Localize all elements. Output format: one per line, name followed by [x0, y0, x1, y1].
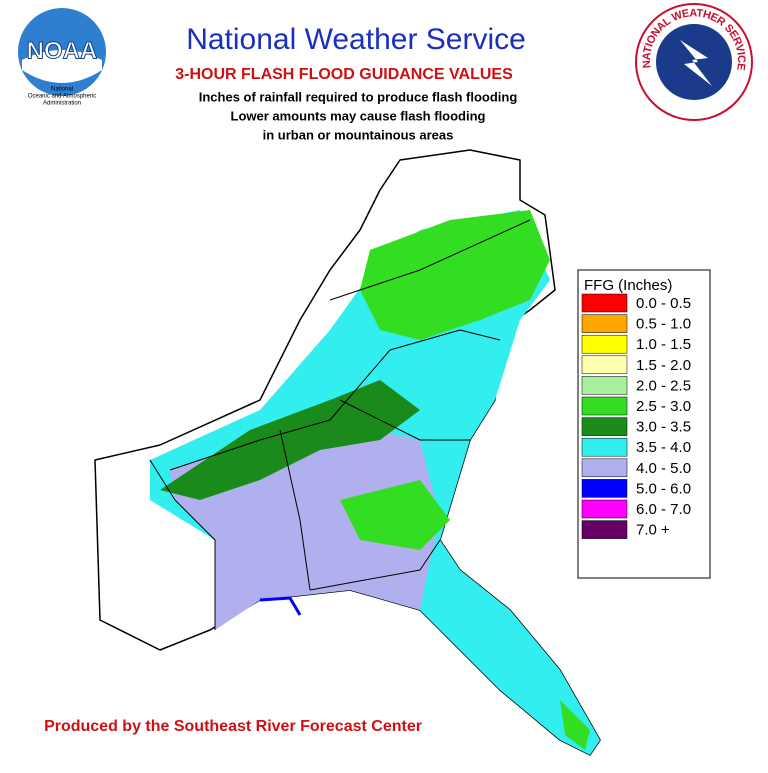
- legend-swatch: [581, 376, 628, 395]
- legend-swatch: [581, 396, 628, 416]
- state-border: [149, 459, 216, 630]
- legend-label: 3.0 - 3.5: [636, 419, 691, 436]
- ffg-area: [259, 596, 302, 616]
- map: [94, 149, 601, 756]
- noaa-name: Administration: [43, 101, 81, 107]
- legend-title: FFG (Inches): [584, 277, 672, 294]
- legend-swatch: [581, 499, 628, 519]
- title: National Weather Service: [186, 23, 526, 56]
- legend-swatch: [581, 293, 628, 313]
- state-border: [339, 399, 470, 441]
- note: in urban or mountainous areas: [263, 127, 454, 142]
- legend-label: 5.0 - 6.0: [636, 480, 691, 497]
- note: Inches of rainfall required to produce f…: [199, 89, 518, 104]
- noaa-name: National: [51, 87, 73, 93]
- legend-swatch: [581, 437, 628, 457]
- legend-swatch: [581, 520, 628, 539]
- ffg-area: [340, 480, 450, 550]
- legend-label: 0.0 - 0.5: [636, 295, 691, 312]
- legend-label: 2.0 - 2.5: [636, 377, 691, 394]
- legend-swatch: [581, 417, 628, 436]
- noaa-wave: [22, 50, 102, 83]
- subtitle: 3-HOUR FLASH FLOOD GUIDANCE VALUES: [175, 66, 513, 83]
- legend-label: 7.0 +: [636, 522, 670, 539]
- footer: Produced by the Southeast River Forecast…: [44, 718, 422, 735]
- state-border: [329, 329, 501, 421]
- state-border: [309, 539, 441, 591]
- state-borders: [149, 219, 531, 630]
- legend-swatch: [581, 458, 628, 478]
- noaa-logo: NOAA National Oceanic and Atmospheric Ad…: [18, 8, 106, 107]
- state-border: [169, 419, 331, 471]
- legend-label: 0.5 - 1.0: [636, 316, 691, 333]
- legend-swatch: [581, 314, 628, 333]
- legend-swatch: [581, 479, 628, 498]
- legend-label: 1.5 - 2.0: [636, 357, 691, 374]
- ffg-area: [360, 210, 550, 340]
- state-border: [329, 219, 531, 301]
- legend-label: 6.0 - 7.0: [636, 501, 691, 518]
- legend-swatch: [581, 355, 628, 375]
- nws-logo: NATIONAL WEATHER SERVICE: [635, 3, 753, 121]
- legend-label: 3.5 - 4.0: [636, 439, 691, 456]
- noaa-acronym: NOAA: [27, 37, 98, 64]
- note: Lower amounts may cause flash flooding: [231, 108, 486, 123]
- legend: FFG (Inches) 0.0 - 0.5 0.5 - 1.0 1.0 - 1.5…: [577, 269, 711, 579]
- legend-swatch: [581, 334, 628, 354]
- ffg-area: [560, 700, 590, 750]
- state-border: [279, 429, 311, 591]
- noaa-name: Oceanic and Atmospheric: [28, 94, 96, 100]
- legend-label: 4.0 - 5.0: [636, 460, 691, 477]
- ffg-area: [160, 380, 420, 500]
- legend-label: 2.5 - 3.0: [636, 398, 691, 415]
- legend-label: 1.0 - 1.5: [636, 336, 691, 353]
